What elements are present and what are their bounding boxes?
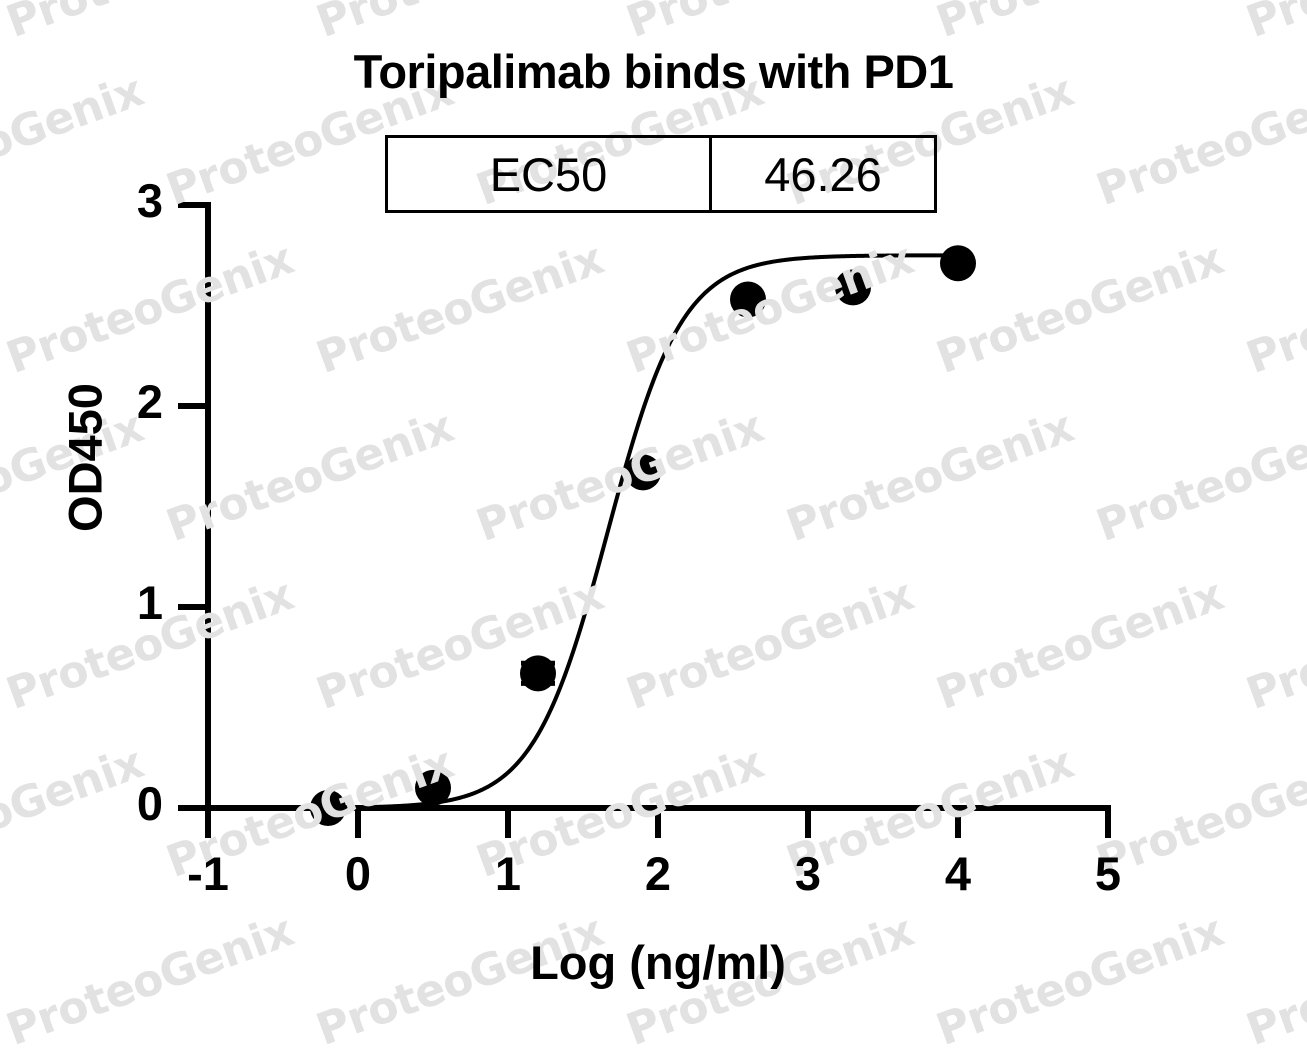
x-tick-label: 4 (944, 847, 972, 900)
x-tick-label: 0 (344, 847, 372, 900)
axes (178, 202, 1111, 838)
x-tick-label: 1 (494, 847, 522, 900)
ec50-value-cell: 46.26 (764, 147, 882, 201)
data-point-marker (310, 790, 346, 826)
chart-title-container: Toripalimab binds with PD1 (0, 44, 1307, 99)
x-tick-label: 5 (1094, 847, 1122, 900)
ec50-annotation-table: EC50 46.26 (385, 135, 937, 213)
sigmoid-fit-path (303, 253, 968, 810)
data-point-marker (940, 245, 976, 282)
page-title: Toripalimab binds with PD1 (353, 45, 954, 98)
data-point-marker (730, 281, 766, 318)
fit-curve (303, 253, 968, 810)
x-tick-label: 3 (794, 847, 822, 900)
data-point-marker (835, 269, 871, 306)
y-tick-label: 0 (136, 777, 163, 830)
y-tick-label: 1 (136, 576, 163, 629)
x-tick-label: -1 (187, 847, 229, 900)
y-tick-label: 3 (136, 174, 163, 227)
x-tick-label: 2 (644, 847, 672, 900)
y-tick-label: 2 (136, 375, 163, 428)
data-point-marker (415, 769, 451, 806)
ec50-label-cell: EC50 (388, 138, 712, 210)
x-axis-label: Log (ng/ml) (530, 936, 786, 989)
data-points (310, 245, 976, 826)
data-point-marker (625, 454, 661, 491)
data-point-marker (520, 655, 556, 692)
